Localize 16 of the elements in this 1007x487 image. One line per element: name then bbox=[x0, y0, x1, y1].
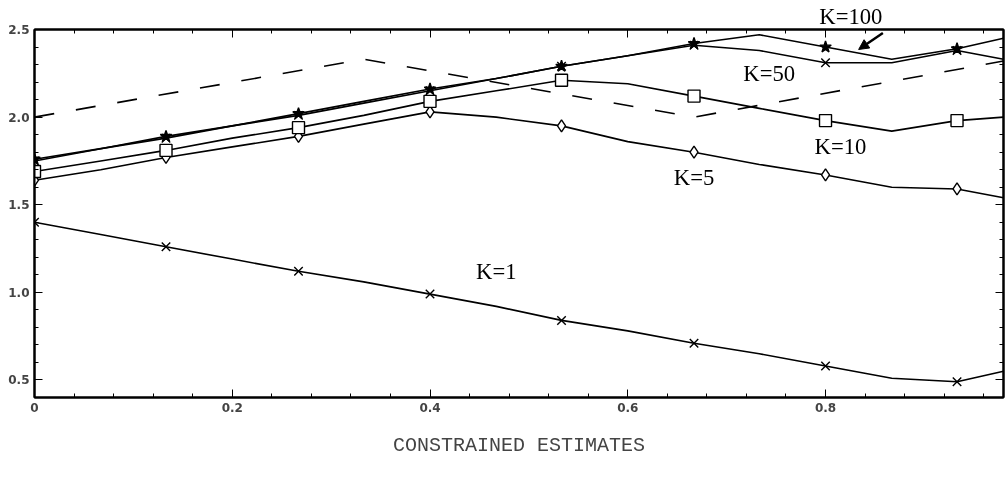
y-tick-label: 1.5 bbox=[8, 198, 30, 213]
x-tick-label: 0.8 bbox=[814, 400, 837, 415]
series-label: K=5 bbox=[673, 165, 715, 191]
y-tick-label: 2.5 bbox=[8, 23, 30, 37]
text: CONSTRAINED ESTIMATES bbox=[392, 434, 646, 457]
series-label: K=10 bbox=[814, 133, 867, 159]
series-label: K=1 bbox=[476, 259, 517, 285]
legend-label: K=100 bbox=[819, 3, 883, 29]
series-label: K=50 bbox=[743, 60, 796, 86]
y-tick-label: 0.5 bbox=[8, 373, 30, 388]
x-tick-label: 0 bbox=[30, 400, 39, 415]
x-tick-label: 0.6 bbox=[617, 400, 639, 415]
x-tick-label: 0.4 bbox=[419, 400, 441, 415]
y-tick-label: 1.0 bbox=[8, 285, 30, 300]
x-tick-label: 0.2 bbox=[221, 400, 243, 415]
y-tick-label: 2.0 bbox=[8, 110, 30, 125]
